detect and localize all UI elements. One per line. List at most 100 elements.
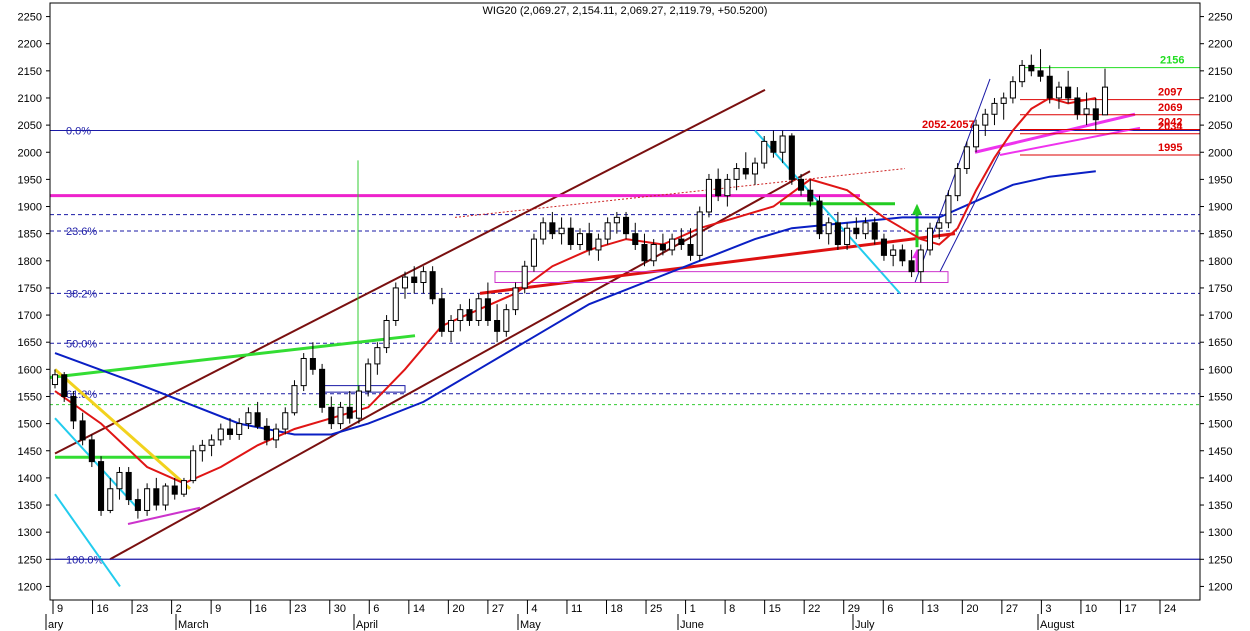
candle-body — [650, 244, 657, 262]
candle-body — [448, 319, 455, 332]
purple-trendline — [127, 506, 201, 525]
y-tick-label-right: 1600 — [1208, 364, 1232, 376]
candle-body — [899, 249, 906, 262]
candle-body — [273, 428, 280, 441]
x-tick-label: 14 — [413, 603, 425, 615]
candle-body — [871, 222, 878, 240]
x-tick-label: 20 — [966, 603, 978, 615]
candle-body — [742, 168, 749, 175]
fib-label: 0.0% — [66, 126, 91, 138]
green-trendline — [49, 334, 416, 379]
candle-body — [79, 420, 86, 441]
y-tick-label-right: 2200 — [1208, 39, 1232, 51]
candle-body — [530, 238, 537, 267]
candle-body — [420, 271, 427, 284]
candle-body — [1074, 97, 1081, 115]
x-tick-label: 9 — [57, 603, 63, 615]
candle-body — [669, 238, 676, 251]
x-tick-label: 2 — [176, 603, 182, 615]
candle-body — [1083, 108, 1090, 115]
candle-body — [1092, 108, 1099, 121]
candle-body — [844, 227, 851, 246]
y-tick-label-right: 1750 — [1208, 283, 1232, 295]
candle-body — [862, 222, 869, 235]
fib-label: 38.2% — [66, 288, 97, 300]
y-tick-label-right: 1250 — [1208, 554, 1232, 566]
candle-body — [788, 135, 795, 180]
candle-body — [678, 238, 685, 246]
cyan-trend-1 — [54, 417, 138, 509]
candle-body — [374, 347, 381, 365]
candle-body — [512, 287, 519, 311]
x-tick-label: 10 — [1085, 603, 1097, 615]
candle-body — [659, 244, 666, 251]
y-tick-label-right: 2250 — [1208, 12, 1232, 24]
y-tick-label-left: 2250 — [18, 12, 42, 24]
x-tick-label: 4 — [531, 603, 537, 615]
price-level-label: 2097 — [1158, 87, 1182, 99]
candle-body — [125, 471, 132, 501]
candle-body — [51, 374, 59, 386]
candle-body — [853, 227, 860, 235]
candle-body — [61, 374, 68, 397]
candle-body — [484, 298, 491, 321]
x-tick-label: 23 — [294, 603, 306, 615]
blue-channel-2 — [939, 152, 1001, 272]
y-tick-label-right: 1650 — [1208, 337, 1232, 349]
channel-lower — [109, 170, 811, 561]
candle-body — [991, 102, 998, 115]
candle-body — [779, 135, 786, 153]
candle-body — [1055, 86, 1062, 99]
candle-body — [567, 227, 574, 246]
y-tick-label-left: 1450 — [18, 446, 42, 458]
month-label: March — [178, 619, 209, 631]
candle-body — [494, 319, 501, 332]
y-tick-label-right: 1200 — [1208, 581, 1232, 593]
candle-body — [1009, 81, 1016, 99]
candle-body — [1065, 86, 1072, 99]
y-tick-label-right: 1950 — [1208, 174, 1232, 186]
candle-body — [88, 439, 95, 463]
y-tick-label-right: 1450 — [1208, 446, 1232, 458]
y-tick-label-left: 2200 — [18, 39, 42, 51]
y-tick-label-left: 1700 — [18, 310, 42, 322]
candle-body — [973, 124, 980, 148]
candle-body — [153, 488, 160, 506]
candle-body — [696, 211, 703, 256]
candle-body — [687, 244, 694, 256]
x-tick-label: 29 — [848, 603, 860, 615]
magenta-support-2 — [999, 126, 1141, 156]
candle-body — [98, 461, 105, 511]
y-tick-label-left: 1250 — [18, 554, 42, 566]
candle-body — [236, 423, 243, 435]
candle-body — [411, 276, 418, 284]
candle-body — [144, 488, 151, 511]
x-tick-label: 22 — [808, 603, 820, 615]
candle-body — [346, 406, 353, 419]
candle-body — [632, 233, 639, 246]
y-tick-label-left: 1400 — [18, 473, 42, 485]
fib-label: 23.6% — [66, 226, 97, 238]
candle-body — [604, 222, 611, 240]
candle-body — [917, 249, 924, 273]
y-tick-label-left: 1650 — [18, 337, 42, 349]
x-tick-label: 20 — [452, 603, 464, 615]
y-tick-label-left: 1500 — [18, 419, 42, 431]
candle-body — [309, 357, 316, 370]
candle-body — [134, 499, 141, 511]
candle-body — [623, 216, 630, 235]
candle-body — [401, 276, 409, 289]
y-tick-label-left: 1300 — [18, 527, 42, 539]
x-tick-label: 16 — [97, 603, 109, 615]
x-tick-label: 13 — [927, 603, 939, 615]
candle-body — [190, 450, 197, 482]
candle-body — [1028, 64, 1035, 72]
candle-body — [715, 178, 722, 197]
y-tick-label-left: 2150 — [18, 66, 42, 78]
candle-body — [982, 113, 989, 126]
y-tick-label-left: 1600 — [18, 364, 42, 376]
candle-body — [733, 168, 740, 180]
y-tick-label-right: 1500 — [1208, 419, 1232, 431]
cyan-trend-2 — [54, 493, 121, 588]
month-label: May — [520, 619, 541, 631]
